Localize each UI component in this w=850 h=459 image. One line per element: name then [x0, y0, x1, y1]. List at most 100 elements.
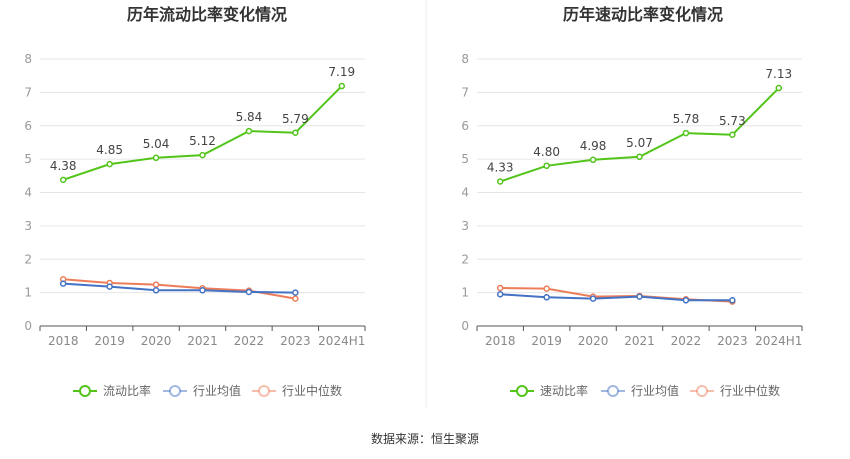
main-point[interactable] [496, 178, 504, 185]
x-tick-label: 2022 [671, 334, 702, 348]
main-point[interactable] [292, 129, 299, 137]
x-tick-label: 2024H1 [755, 334, 802, 348]
quick-ratio-chart: 历年速动比率变化情况 0 1 2 3 4 5 6 7 8 2018 2019 2020 2021 2022 2… [461, 5, 803, 398]
data-label: 4.85 [96, 143, 123, 157]
average-point[interactable] [496, 291, 504, 298]
average-point[interactable] [682, 297, 690, 304]
y-tick-label: 4 [461, 186, 469, 200]
x-tick-label: 2018 [485, 334, 516, 348]
main-series-line [62, 85, 343, 181]
x-tick-label: 2020 [141, 334, 172, 348]
main-point[interactable] [775, 84, 783, 92]
y-tick-label: 2 [461, 252, 469, 266]
median-point[interactable] [152, 281, 160, 288]
average-point[interactable] [729, 297, 736, 304]
data-label: 5.78 [673, 112, 700, 126]
main-point[interactable] [245, 127, 253, 135]
main-point[interactable] [106, 160, 113, 168]
data-label: 5.12 [189, 134, 216, 148]
average-series-line [63, 282, 296, 294]
data-label: 5.79 [282, 112, 309, 126]
legend-label: 行业均值 [193, 383, 241, 398]
y-tick-label: 3 [461, 219, 469, 233]
legend-item-median[interactable]: 行业中位数 [690, 383, 780, 398]
data-label: 5.73 [719, 114, 746, 128]
x-tick-label: 2022 [234, 334, 265, 348]
x-tick-label: 2019 [94, 334, 125, 348]
legend-item-average[interactable]: 行业均值 [601, 383, 679, 398]
main-point[interactable] [682, 129, 690, 137]
x-tick-label: 2023 [280, 334, 311, 348]
average-point[interactable] [106, 283, 113, 290]
main-series-line [499, 87, 780, 183]
average-point[interactable] [59, 280, 67, 287]
y-tick-label: 1 [461, 286, 469, 300]
average-point[interactable] [589, 295, 597, 302]
main-point[interactable] [589, 156, 597, 164]
x-tick-label: 2024H1 [318, 334, 365, 348]
y-tick-label: 5 [24, 152, 32, 166]
y-tick-label: 0 [24, 319, 32, 333]
legend-item-average[interactable]: 行业均值 [163, 383, 241, 398]
y-tick-label: 5 [461, 152, 469, 166]
legend-label: 速动比率 [540, 383, 588, 398]
y-tick-label: 7 [461, 85, 469, 99]
y-tick-label: 2 [24, 252, 32, 266]
data-source-label: 数据来源：恒生聚源 [371, 431, 479, 446]
chart-title: 历年速动比率变化情况 [563, 5, 723, 24]
x-tick-label: 2018 [48, 334, 79, 348]
main-point[interactable] [59, 176, 67, 184]
legend-label: 流动比率 [103, 383, 151, 398]
x-tick-label: 2019 [531, 334, 562, 348]
y-tick-label: 6 [461, 119, 469, 133]
data-label: 4.33 [487, 160, 514, 174]
current-ratio-chart: 历年流动比率变化情况 0 1 2 3 4 5 6 7 8 2018 2019 2020 2021 2022 2… [24, 5, 366, 398]
average-point[interactable] [245, 288, 253, 296]
legend-marker [79, 385, 91, 397]
chart-title: 历年流动比率变化情况 [127, 5, 287, 24]
data-label: 4.98 [580, 139, 607, 153]
data-label: 4.80 [533, 145, 560, 159]
legend-marker [169, 385, 181, 397]
data-label: 5.04 [143, 137, 170, 151]
median-point[interactable] [292, 295, 299, 302]
median-point[interactable] [496, 284, 504, 292]
main-point[interactable] [199, 151, 206, 159]
main-point[interactable] [543, 162, 550, 170]
legend-marker [607, 385, 619, 397]
average-point[interactable] [199, 287, 206, 294]
main-point[interactable] [338, 82, 346, 90]
average-point[interactable] [152, 287, 160, 294]
main-point[interactable] [152, 154, 160, 162]
y-tick-label: 4 [24, 186, 32, 200]
x-tick-label: 2021 [624, 334, 655, 348]
x-tick-label: 2023 [717, 334, 748, 348]
y-tick-label: 8 [24, 52, 32, 66]
y-tick-label: 0 [461, 319, 469, 333]
data-label: 4.38 [50, 159, 77, 173]
legend-marker [696, 385, 708, 397]
y-tick-label: 1 [24, 286, 32, 300]
legend-label: 行业中位数 [720, 383, 780, 398]
average-point[interactable] [636, 293, 643, 300]
data-label: 7.19 [328, 65, 355, 79]
legend-label: 行业均值 [631, 383, 679, 398]
legend-item-median[interactable]: 行业中位数 [252, 383, 342, 398]
main-point[interactable] [636, 153, 643, 161]
legend-item-main[interactable]: 流动比率 [73, 383, 151, 398]
y-tick-label: 6 [24, 119, 32, 133]
average-point[interactable] [292, 289, 299, 296]
main-point[interactable] [729, 131, 736, 139]
data-label: 5.07 [626, 136, 653, 150]
average-point[interactable] [543, 294, 550, 301]
legend-item-main[interactable]: 速动比率 [510, 383, 588, 398]
x-tick-label: 2021 [187, 334, 218, 348]
legend-label: 行业中位数 [282, 383, 342, 398]
median-point[interactable] [543, 285, 550, 292]
data-label: 7.13 [765, 67, 792, 81]
x-tick-label: 2020 [578, 334, 609, 348]
average-series-line [500, 293, 733, 302]
data-label: 5.84 [236, 110, 263, 124]
median-series-line [63, 278, 296, 300]
